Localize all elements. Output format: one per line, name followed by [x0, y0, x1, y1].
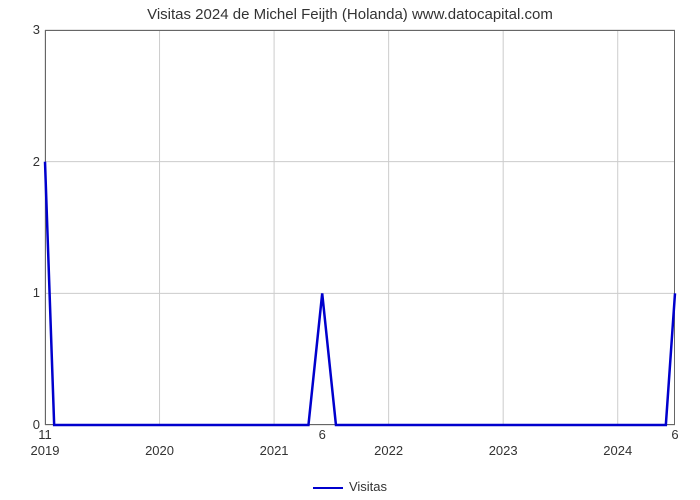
x-tick-label: 2024	[593, 443, 643, 458]
data-point-label: 6	[665, 427, 685, 442]
x-tick-label: 2022	[364, 443, 414, 458]
chart-title: Visitas 2024 de Michel Feijth (Holanda) …	[0, 6, 700, 23]
legend: Visitas	[0, 479, 700, 494]
data-point-label: 6	[312, 427, 332, 442]
y-tick-label: 2	[10, 154, 40, 169]
data-point-label: 11	[35, 427, 55, 442]
plot-area	[45, 30, 675, 425]
y-tick-label: 1	[10, 285, 40, 300]
x-tick-label: 2019	[20, 443, 70, 458]
legend-label: Visitas	[349, 479, 387, 494]
x-tick-label: 2023	[478, 443, 528, 458]
x-tick-label: 2021	[249, 443, 299, 458]
y-tick-label: 3	[10, 22, 40, 37]
x-tick-label: 2020	[135, 443, 185, 458]
legend-line-sample	[313, 487, 343, 489]
chart-svg	[45, 30, 675, 425]
